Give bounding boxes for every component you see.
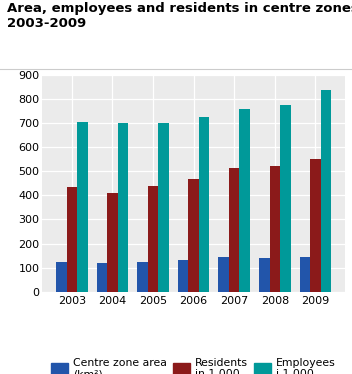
- Bar: [178, 260, 188, 292]
- Bar: [56, 261, 67, 292]
- Bar: [118, 123, 128, 292]
- Bar: [218, 257, 229, 292]
- Bar: [259, 258, 270, 292]
- Text: 2003-2009: 2003-2009: [7, 17, 86, 30]
- Bar: [229, 168, 239, 292]
- Bar: [188, 179, 199, 292]
- Bar: [300, 257, 310, 292]
- Bar: [239, 109, 250, 292]
- Bar: [96, 263, 107, 292]
- Bar: [137, 262, 148, 292]
- Bar: [310, 159, 321, 292]
- Text: Area, employees and residents in centre zones.: Area, employees and residents in centre …: [7, 2, 352, 15]
- Bar: [321, 91, 331, 292]
- Bar: [270, 166, 280, 292]
- Bar: [67, 187, 77, 292]
- Bar: [158, 123, 169, 292]
- Bar: [107, 193, 118, 292]
- Bar: [199, 117, 209, 292]
- Legend: Centre zone area
(km²), Residents
in 1 000, Employees
i 1 000: Centre zone area (km²), Residents in 1 0…: [47, 353, 340, 374]
- Bar: [280, 105, 291, 292]
- Bar: [77, 122, 88, 292]
- Bar: [148, 186, 158, 292]
